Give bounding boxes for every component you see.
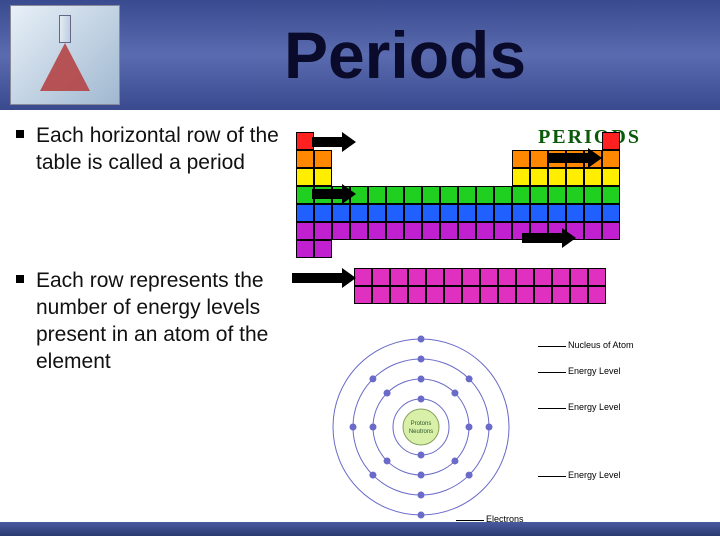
bullet-marker-icon xyxy=(16,275,24,283)
flask-graphic xyxy=(10,5,120,105)
period-arrow-icon xyxy=(292,272,356,284)
slide-footer-bar xyxy=(0,522,720,536)
atom-annotation: Energy Level xyxy=(568,366,621,376)
period-arrow-icon xyxy=(312,136,356,148)
atom-annotation: Energy Level xyxy=(568,402,621,412)
bullet-item: Each horizontal row of the table is call… xyxy=(16,122,288,177)
figure-column: PERIODS Protons Neutrons Nucleus of Atom E… xyxy=(296,122,696,508)
bullet-text: Each row represents the number of energy… xyxy=(36,267,288,376)
bullet-item: Each row represents the number of energy… xyxy=(16,267,288,376)
atom-figure: Protons Neutrons Nucleus of Atom Energy Le… xyxy=(306,332,676,532)
text-column: Each horizontal row of the table is call… xyxy=(16,122,296,508)
periodic-table-figure: PERIODS xyxy=(296,126,676,306)
period-arrow-icon xyxy=(312,188,356,200)
atom-annotation: Nucleus of Atom xyxy=(568,340,634,350)
svg-text:Protons: Protons xyxy=(411,421,432,427)
atom-diagram: Protons Neutrons xyxy=(306,332,556,522)
svg-text:Neutrons: Neutrons xyxy=(409,429,433,435)
slide-title: Periods xyxy=(120,17,720,93)
bullet-text: Each horizontal row of the table is call… xyxy=(36,122,288,177)
period-arrow-icon xyxy=(522,232,576,244)
slide-body: Each horizontal row of the table is call… xyxy=(0,110,720,520)
slide-header: Periods xyxy=(0,0,720,110)
atom-annotation: Energy Level xyxy=(568,470,621,480)
period-arrow-icon xyxy=(548,152,602,164)
bullet-marker-icon xyxy=(16,130,24,138)
